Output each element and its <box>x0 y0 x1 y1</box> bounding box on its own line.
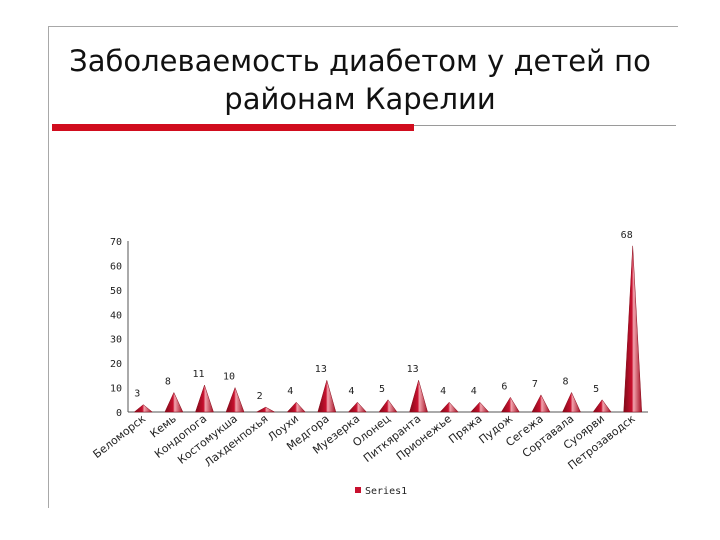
data-label-16: 5 <box>593 384 599 395</box>
legend-swatch-series1 <box>355 487 361 493</box>
data-label-1: 3 <box>134 389 140 400</box>
peak-14 <box>531 394 551 413</box>
peak-15 <box>562 391 581 413</box>
chart-y-ticks: 0 10 20 30 40 50 60 70 <box>110 237 122 419</box>
y-tick-label-40: 40 <box>110 310 122 321</box>
peak-13 <box>500 396 520 413</box>
peak-3 <box>195 384 214 413</box>
peak-5 <box>256 406 275 413</box>
title-underline-red <box>52 124 414 131</box>
legend-label-series1: Series1 <box>365 486 407 497</box>
data-label-11: 4 <box>440 386 446 397</box>
data-label-7: 13 <box>315 364 327 375</box>
x-tick-label-12: Пряжа <box>446 412 484 446</box>
peak-17 <box>623 245 642 413</box>
y-tick-label-60: 60 <box>110 261 122 272</box>
chart-legend: Series1 <box>355 486 407 497</box>
peak-12 <box>470 401 490 413</box>
x-tick-label-1: Беломорск <box>91 412 149 461</box>
data-label-14: 7 <box>532 379 538 390</box>
slide-frame-top-line <box>48 26 678 27</box>
data-label-3: 11 <box>192 369 204 380</box>
chart-data-labels: 3 8 11 10 2 4 13 4 5 13 4 4 6 7 8 5 68 <box>134 230 632 402</box>
data-label-17: 68 <box>621 230 633 241</box>
peak-4 <box>225 386 245 413</box>
peak-6 <box>286 401 306 413</box>
data-label-15: 8 <box>563 376 569 387</box>
title-line-2: районам Карелии <box>224 82 496 116</box>
y-tick-label-0: 0 <box>116 408 122 419</box>
peak-9 <box>378 399 398 413</box>
chart-axes <box>127 241 648 413</box>
y-tick-label-30: 30 <box>110 335 122 346</box>
peak-2 <box>164 391 184 413</box>
chart-peaks <box>133 245 642 413</box>
data-label-9: 5 <box>379 384 385 395</box>
data-label-6: 4 <box>287 386 293 397</box>
title-line-1: Заболеваемость диабетом у детей по <box>69 44 651 78</box>
peak-8 <box>347 401 367 413</box>
peak-1 <box>133 404 153 413</box>
y-tick-label-70: 70 <box>110 237 122 248</box>
peak-10 <box>409 379 428 413</box>
data-label-5: 2 <box>257 391 263 402</box>
chart-x-ticks: Беломорск КемьКондопогаКостомукшаЛахденпо… <box>91 412 638 472</box>
y-tick-label-20: 20 <box>110 359 122 370</box>
slide-frame-left-line <box>48 26 49 508</box>
peak-11 <box>439 401 459 413</box>
peak-16 <box>592 399 612 413</box>
y-tick-label-50: 50 <box>110 286 122 297</box>
data-label-10: 13 <box>407 364 419 375</box>
y-tick-label-10: 10 <box>110 384 122 395</box>
data-label-8: 4 <box>348 386 354 397</box>
data-label-2: 8 <box>165 376 171 387</box>
peak-7 <box>317 379 337 413</box>
data-label-4: 10 <box>223 372 235 383</box>
page-title: Заболеваемость диабетом у детей по район… <box>40 42 680 118</box>
data-label-12: 4 <box>471 386 477 397</box>
title-underline-gray <box>414 125 676 126</box>
data-label-13: 6 <box>501 381 507 392</box>
